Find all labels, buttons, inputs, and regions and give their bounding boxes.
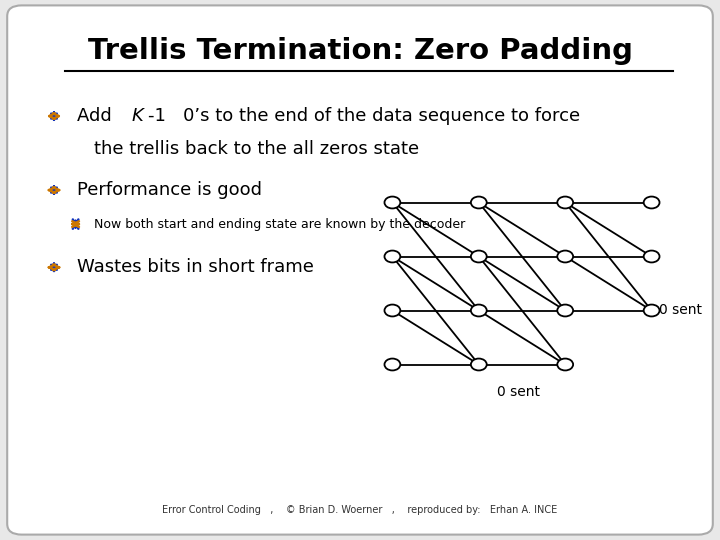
Circle shape: [384, 359, 400, 370]
Text: 0 sent: 0 sent: [659, 303, 702, 318]
Text: -1   0’s to the end of the data sequence to force: -1 0’s to the end of the data sequence t…: [148, 107, 580, 125]
Circle shape: [557, 305, 573, 316]
Circle shape: [471, 251, 487, 262]
Text: Wastes bits in short frame: Wastes bits in short frame: [77, 258, 314, 276]
Circle shape: [471, 305, 487, 316]
Circle shape: [384, 197, 400, 208]
Circle shape: [557, 251, 573, 262]
Circle shape: [471, 197, 487, 208]
Circle shape: [644, 197, 660, 208]
Circle shape: [557, 197, 573, 208]
Circle shape: [644, 251, 660, 262]
Text: the trellis back to the all zeros state: the trellis back to the all zeros state: [94, 139, 419, 158]
Circle shape: [384, 305, 400, 316]
Text: Performance is good: Performance is good: [77, 181, 262, 199]
Text: Now both start and ending state are known by the decoder: Now both start and ending state are know…: [94, 218, 465, 231]
Circle shape: [384, 251, 400, 262]
Text: Error Control Coding   ,    © Brian D. Woerner   ,    reproduced by:   Erhan A. : Error Control Coding , © Brian D. Woerne…: [163, 505, 557, 515]
Text: 0 sent: 0 sent: [497, 384, 540, 399]
Circle shape: [644, 305, 660, 316]
Text: Trellis Termination: Zero Padding: Trellis Termination: Zero Padding: [88, 37, 632, 65]
Circle shape: [471, 359, 487, 370]
Text: K: K: [131, 107, 143, 125]
Text: Add: Add: [77, 107, 117, 125]
Circle shape: [557, 359, 573, 370]
